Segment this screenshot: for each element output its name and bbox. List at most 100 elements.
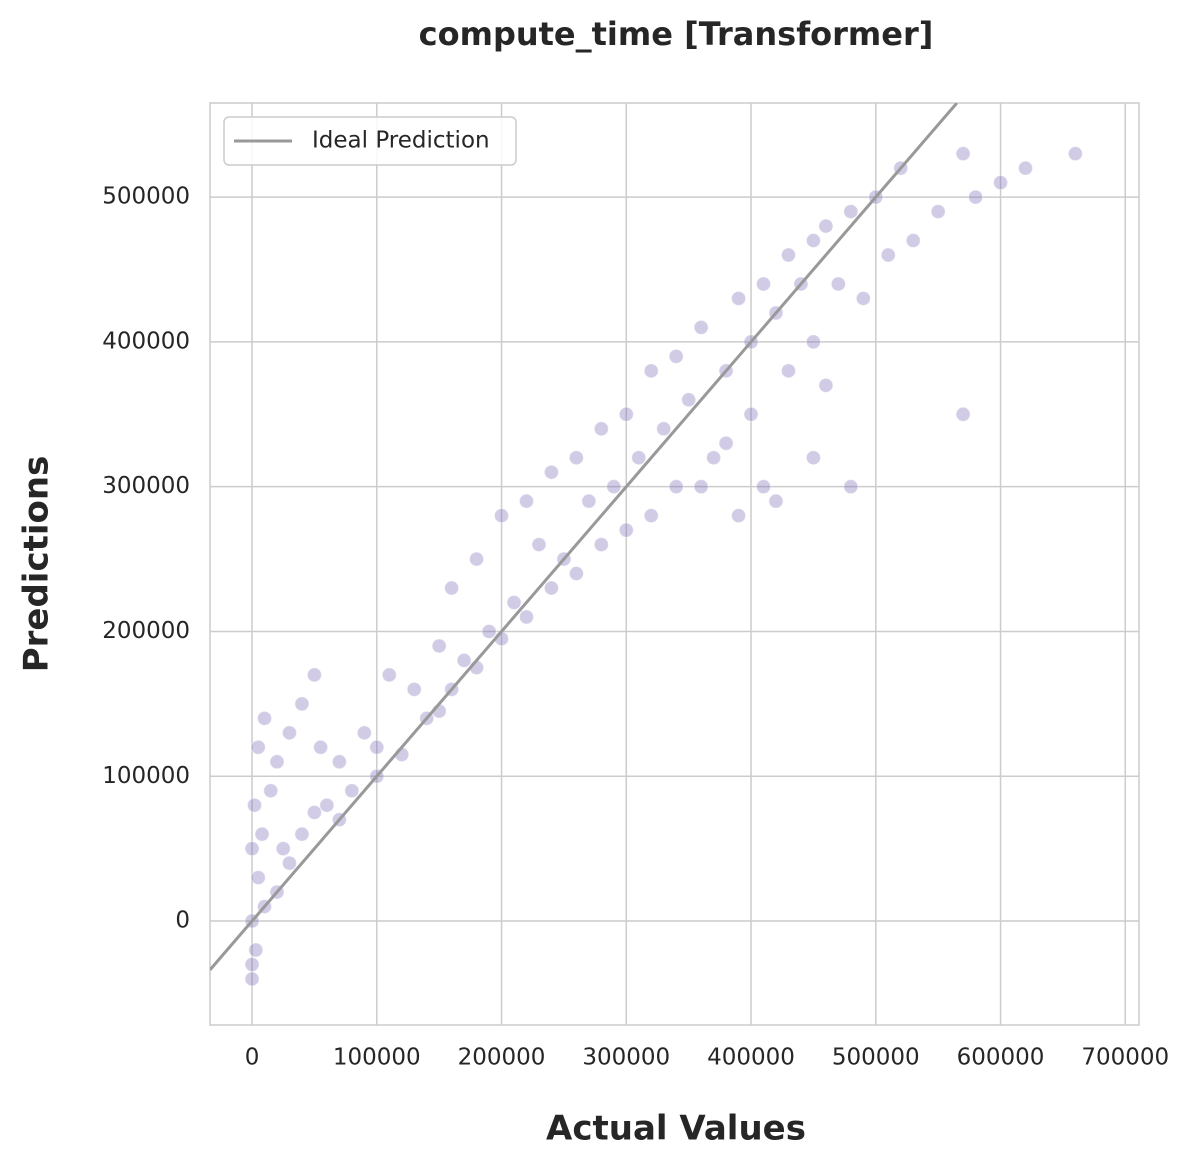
plot-frame	[209, 102, 1140, 1026]
point	[606, 479, 622, 495]
point	[731, 508, 747, 524]
point	[631, 450, 647, 466]
point	[244, 956, 260, 972]
point	[568, 450, 584, 466]
point	[269, 754, 285, 770]
ideal-line	[210, 103, 959, 971]
point	[656, 421, 672, 437]
x-tick-label: 100000	[333, 1045, 421, 1071]
y-tick-label: 0	[175, 908, 190, 934]
point	[543, 464, 559, 480]
point	[294, 826, 310, 842]
point	[756, 276, 772, 292]
point	[955, 146, 971, 162]
point	[254, 826, 270, 842]
point	[356, 725, 372, 741]
point	[469, 551, 485, 567]
point	[1067, 146, 1083, 162]
point	[275, 841, 291, 857]
y-tick-label: 400000	[102, 328, 190, 354]
x-tick-label: 700000	[1081, 1045, 1169, 1071]
point	[257, 710, 273, 726]
legend-label: Ideal Prediction	[312, 128, 490, 154]
point	[731, 290, 747, 306]
point	[481, 623, 497, 639]
point	[855, 290, 871, 306]
point	[248, 942, 264, 958]
point	[681, 392, 697, 408]
point	[843, 479, 859, 495]
x-tick-label: 0	[245, 1045, 260, 1071]
x-tick-label: 600000	[957, 1045, 1045, 1071]
point	[756, 479, 772, 495]
point	[381, 667, 397, 683]
point	[494, 508, 510, 524]
point	[518, 493, 534, 509]
point	[263, 783, 279, 799]
point	[768, 493, 784, 509]
point	[668, 348, 684, 364]
point	[344, 783, 360, 799]
point	[805, 233, 821, 249]
point	[281, 855, 297, 871]
point	[693, 479, 709, 495]
legend-box	[223, 116, 517, 166]
point	[818, 218, 834, 234]
point	[843, 204, 859, 220]
point	[993, 175, 1009, 191]
point	[643, 363, 659, 379]
x-tick-label: 400000	[707, 1045, 795, 1071]
point	[244, 971, 260, 987]
point	[456, 652, 472, 668]
point	[830, 276, 846, 292]
point	[568, 566, 584, 582]
x-tick-label: 300000	[582, 1045, 670, 1071]
point	[518, 609, 534, 625]
x-axis-label: Actual Values	[546, 1109, 806, 1149]
point	[743, 406, 759, 422]
chart-title: compute_time [Transformer]	[419, 15, 934, 53]
y-axis-label: Predictions	[17, 456, 57, 673]
point	[706, 450, 722, 466]
point	[306, 667, 322, 683]
plot-area	[210, 103, 1083, 987]
point	[1017, 160, 1033, 176]
point	[593, 537, 609, 553]
point	[543, 580, 559, 596]
point	[506, 595, 522, 611]
point	[968, 189, 984, 205]
point	[955, 406, 971, 422]
point	[306, 804, 322, 820]
point	[244, 841, 260, 857]
x-tick-label: 500000	[832, 1045, 920, 1071]
point	[581, 493, 597, 509]
y-tick-label: 500000	[102, 184, 190, 210]
point	[668, 479, 684, 495]
point	[247, 797, 263, 813]
point	[805, 450, 821, 466]
point	[618, 406, 634, 422]
point	[880, 247, 896, 263]
point	[643, 508, 659, 524]
point	[406, 681, 422, 697]
point	[818, 377, 834, 393]
point	[369, 739, 385, 755]
point	[331, 754, 347, 770]
point	[805, 334, 821, 350]
point	[250, 870, 266, 886]
point	[319, 797, 335, 813]
point	[618, 522, 634, 538]
point	[780, 363, 796, 379]
point	[693, 319, 709, 335]
point	[780, 247, 796, 263]
point	[531, 537, 547, 553]
y-tick-label: 100000	[102, 763, 190, 789]
point	[444, 580, 460, 596]
x-tick-label: 200000	[458, 1045, 546, 1071]
point	[930, 204, 946, 220]
point	[313, 739, 329, 755]
point	[281, 725, 297, 741]
y-tick-label: 200000	[102, 618, 190, 644]
point	[718, 435, 734, 451]
